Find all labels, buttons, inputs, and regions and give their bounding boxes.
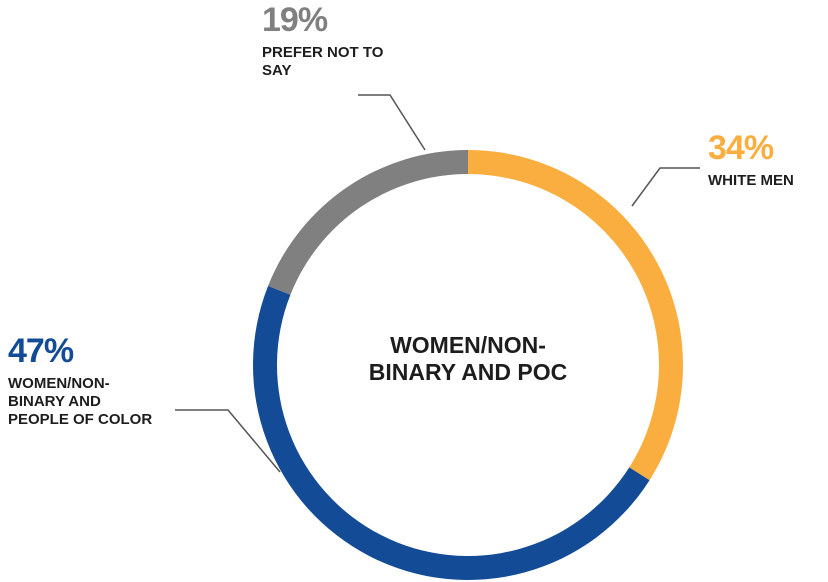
center-label: WOMEN/NON-BINARY AND POC xyxy=(368,332,568,385)
donut-slice xyxy=(252,285,650,581)
percent-label: 34% xyxy=(708,129,774,167)
slice-label: WHITE MEN xyxy=(708,172,794,189)
donut-slice xyxy=(468,150,683,481)
leader-line xyxy=(175,409,281,473)
leader-line xyxy=(358,94,426,151)
percent-label: 47% xyxy=(8,332,74,370)
leader-line xyxy=(631,167,700,207)
donut-slice xyxy=(268,150,468,295)
slice-label: WOMEN/NON-BINARY AND PEOPLE OF COLOR xyxy=(8,375,153,428)
percent-label: 19% xyxy=(262,1,328,39)
slice-label: PREFER NOT TO SAY xyxy=(262,44,384,79)
